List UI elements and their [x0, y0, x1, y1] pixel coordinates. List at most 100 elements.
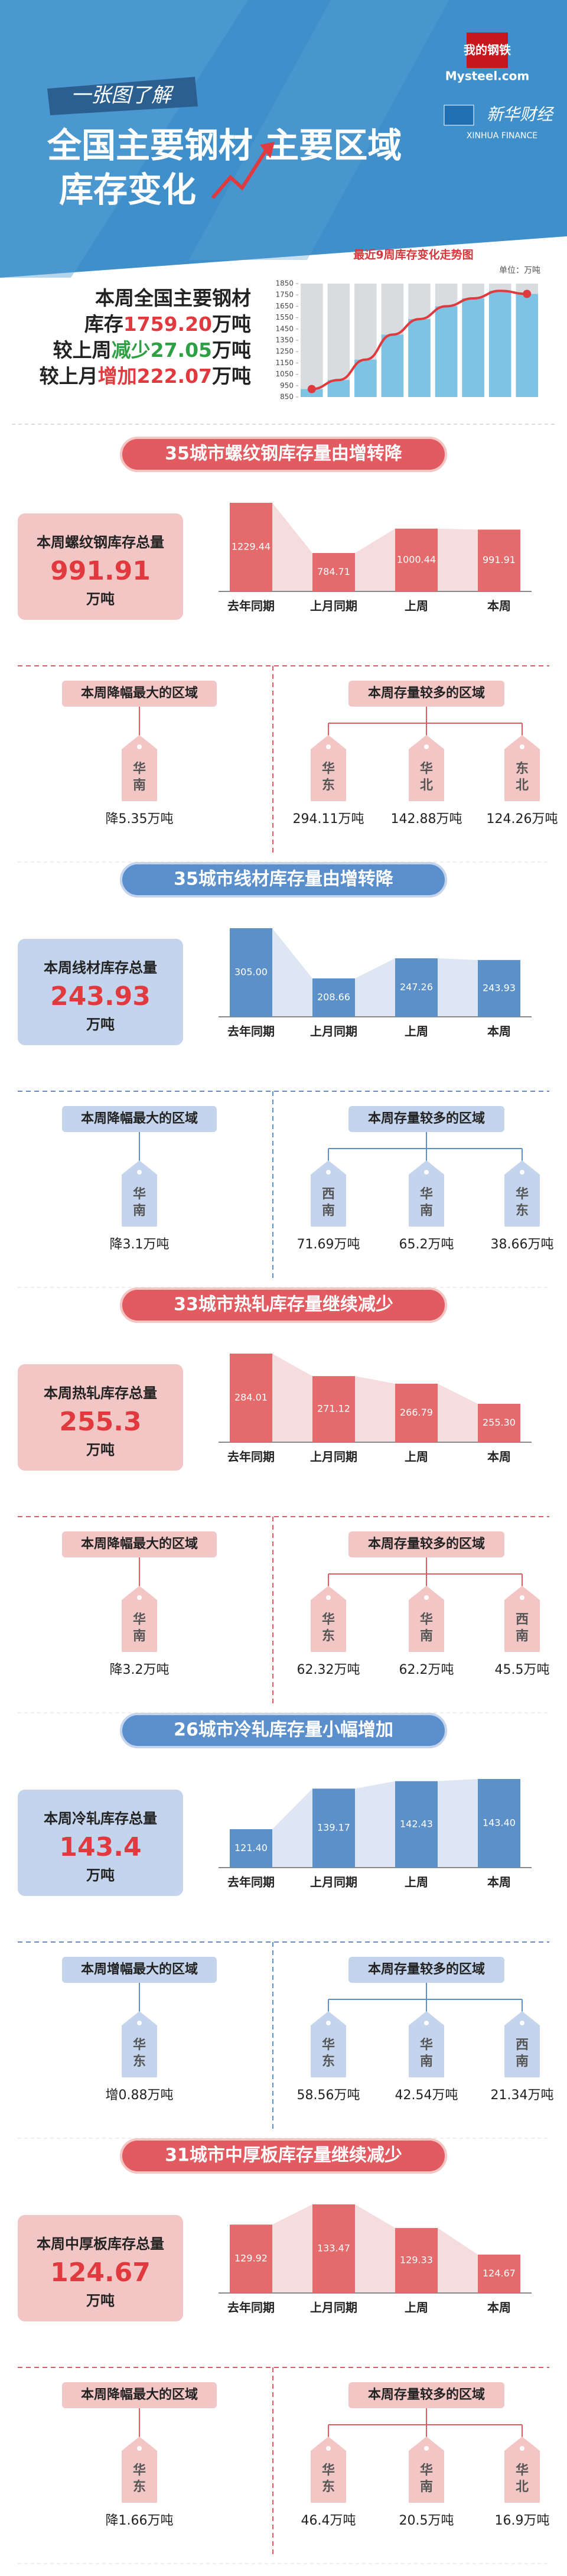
region-tag-label: 华南: [420, 1612, 433, 1644]
tag-hole: [326, 2021, 331, 2025]
tag-char: 东: [322, 778, 335, 793]
region-tag: [504, 2011, 540, 2077]
region-label: 本周存量较多的区域: [368, 1962, 485, 1977]
summary-part: 增加222.07: [98, 365, 212, 388]
trend-bar: [408, 319, 431, 397]
bar: [395, 2227, 438, 2293]
region-label-pill: [62, 1531, 217, 1557]
tag-char: 华: [322, 2463, 335, 2478]
tag-char: 南: [133, 1204, 146, 1218]
region-value: 62.32万吨: [297, 1663, 360, 1677]
trend-line: [311, 290, 527, 391]
bar: [312, 1788, 355, 1868]
x-tick-label: 上周: [405, 1450, 428, 1464]
region-label: 本周存量较多的区域: [368, 1536, 485, 1552]
trend-area: [230, 503, 520, 591]
total-box: [18, 1364, 183, 1471]
region-tag: [311, 1586, 346, 1652]
tag-hole: [137, 744, 142, 749]
tag-char: 华: [133, 2037, 146, 2053]
tag-hole: [520, 2446, 524, 2451]
section-title-pill: [120, 862, 447, 897]
region-tag-label: 华南: [420, 1186, 433, 1218]
bar: [395, 1781, 438, 1868]
x-tick-label: 上周: [405, 2301, 428, 2315]
bar: [395, 958, 438, 1017]
bar-value-label: 284.01: [234, 1392, 268, 1403]
bar-value-label: 129.92: [234, 2253, 268, 2264]
x-tick-label: 上月同期: [310, 599, 357, 613]
logo-mysteel-url: Mysteel.com: [445, 69, 529, 83]
tag-char: 华: [133, 1186, 146, 1202]
total-label: 本周冷轧库存总量: [44, 1810, 157, 1827]
section-title-pill: [120, 1287, 447, 1323]
region-value: 21.34万吨: [491, 2088, 554, 2103]
bar-value-label: 121.40: [234, 1842, 268, 1853]
logo-badge: [444, 105, 474, 126]
bar-value-label: 784.71: [317, 566, 350, 577]
bar: [312, 978, 355, 1017]
tag-char: 华: [133, 1612, 146, 1627]
y-tick-label: 1750: [275, 291, 294, 299]
trend-bar: [327, 380, 350, 397]
x-tick-label: 本周: [487, 2301, 511, 2315]
region-value: 增0.88万吨: [106, 2088, 174, 2103]
region-label-pill: [62, 1106, 217, 1132]
region-value: 45.5万吨: [495, 1663, 550, 1677]
section-title: 31城市中厚板库存量继续减少: [165, 2145, 402, 2166]
logo-xinhua: 新华财经: [487, 105, 555, 124]
total-unit: 万吨: [86, 2292, 115, 2309]
y-tick-label: 1350: [275, 336, 294, 344]
region-tag-label: 华南: [133, 1612, 146, 1644]
region-value: 124.26万吨: [487, 812, 558, 827]
bar: [478, 960, 520, 1017]
summary-part: 万吨: [212, 365, 251, 388]
section-title: 26城市冷轧库存量小幅增加: [174, 1720, 393, 1741]
bar-value-label: 305.00: [234, 967, 268, 978]
x-tick-label: 本周: [487, 1875, 511, 1889]
tag-hole: [137, 1170, 142, 1175]
region-value: 降1.66万吨: [106, 2513, 174, 2528]
y-tick-label: 1550: [275, 313, 294, 321]
x-tick-label: 上月同期: [310, 1450, 357, 1464]
bar: [230, 1829, 272, 1868]
region-value: 42.54万吨: [395, 2088, 458, 2103]
region-tag-label: 华东: [322, 1612, 335, 1644]
header-stripe: [189, 0, 449, 260]
y-tick-label: 1450: [275, 324, 294, 333]
tag-char: 南: [133, 1629, 146, 1644]
bar-value-label: 124.67: [483, 2268, 516, 2279]
header-stripe: [0, 0, 248, 278]
tag-char: 东: [516, 761, 529, 776]
tag-char: 南: [420, 2054, 433, 2069]
bar: [478, 2255, 520, 2293]
region-value: 71.69万吨: [297, 1237, 360, 1252]
tag-char: 华: [516, 2463, 529, 2478]
y-tick-label: 1150: [275, 359, 294, 367]
tag-hole: [424, 2446, 429, 2451]
x-tick-label: 本周: [487, 599, 511, 613]
tag-char: 北: [516, 2480, 529, 2494]
summary-part: 较上周: [53, 339, 112, 362]
x-tick-label: 上周: [405, 599, 428, 613]
region-value: 20.5万吨: [399, 2513, 454, 2528]
rise-arrow: [211, 149, 268, 199]
bar-value-label: 266.79: [400, 1407, 433, 1418]
bar: [230, 503, 272, 591]
summary-line: 库存1759.20万吨: [84, 313, 251, 336]
tag-hole: [424, 744, 429, 749]
tag-char: 华: [420, 2037, 433, 2053]
total-value: 991.91: [50, 556, 151, 586]
bar-value-label: 991.91: [483, 554, 516, 565]
section-title: 35城市螺纹钢库存量由增转降: [165, 444, 403, 464]
region-tag: [409, 1586, 444, 1652]
trend-bar: [462, 298, 484, 397]
tag-hole: [326, 1595, 331, 1600]
bar: [478, 1779, 520, 1868]
bar: [312, 2204, 355, 2293]
total-box: [18, 939, 183, 1045]
tag-hole: [424, 1170, 429, 1175]
bar-value-label: 129.33: [400, 2254, 433, 2265]
tag-char: 东: [322, 1628, 335, 1644]
region-tag-label: 华东: [133, 2037, 146, 2069]
